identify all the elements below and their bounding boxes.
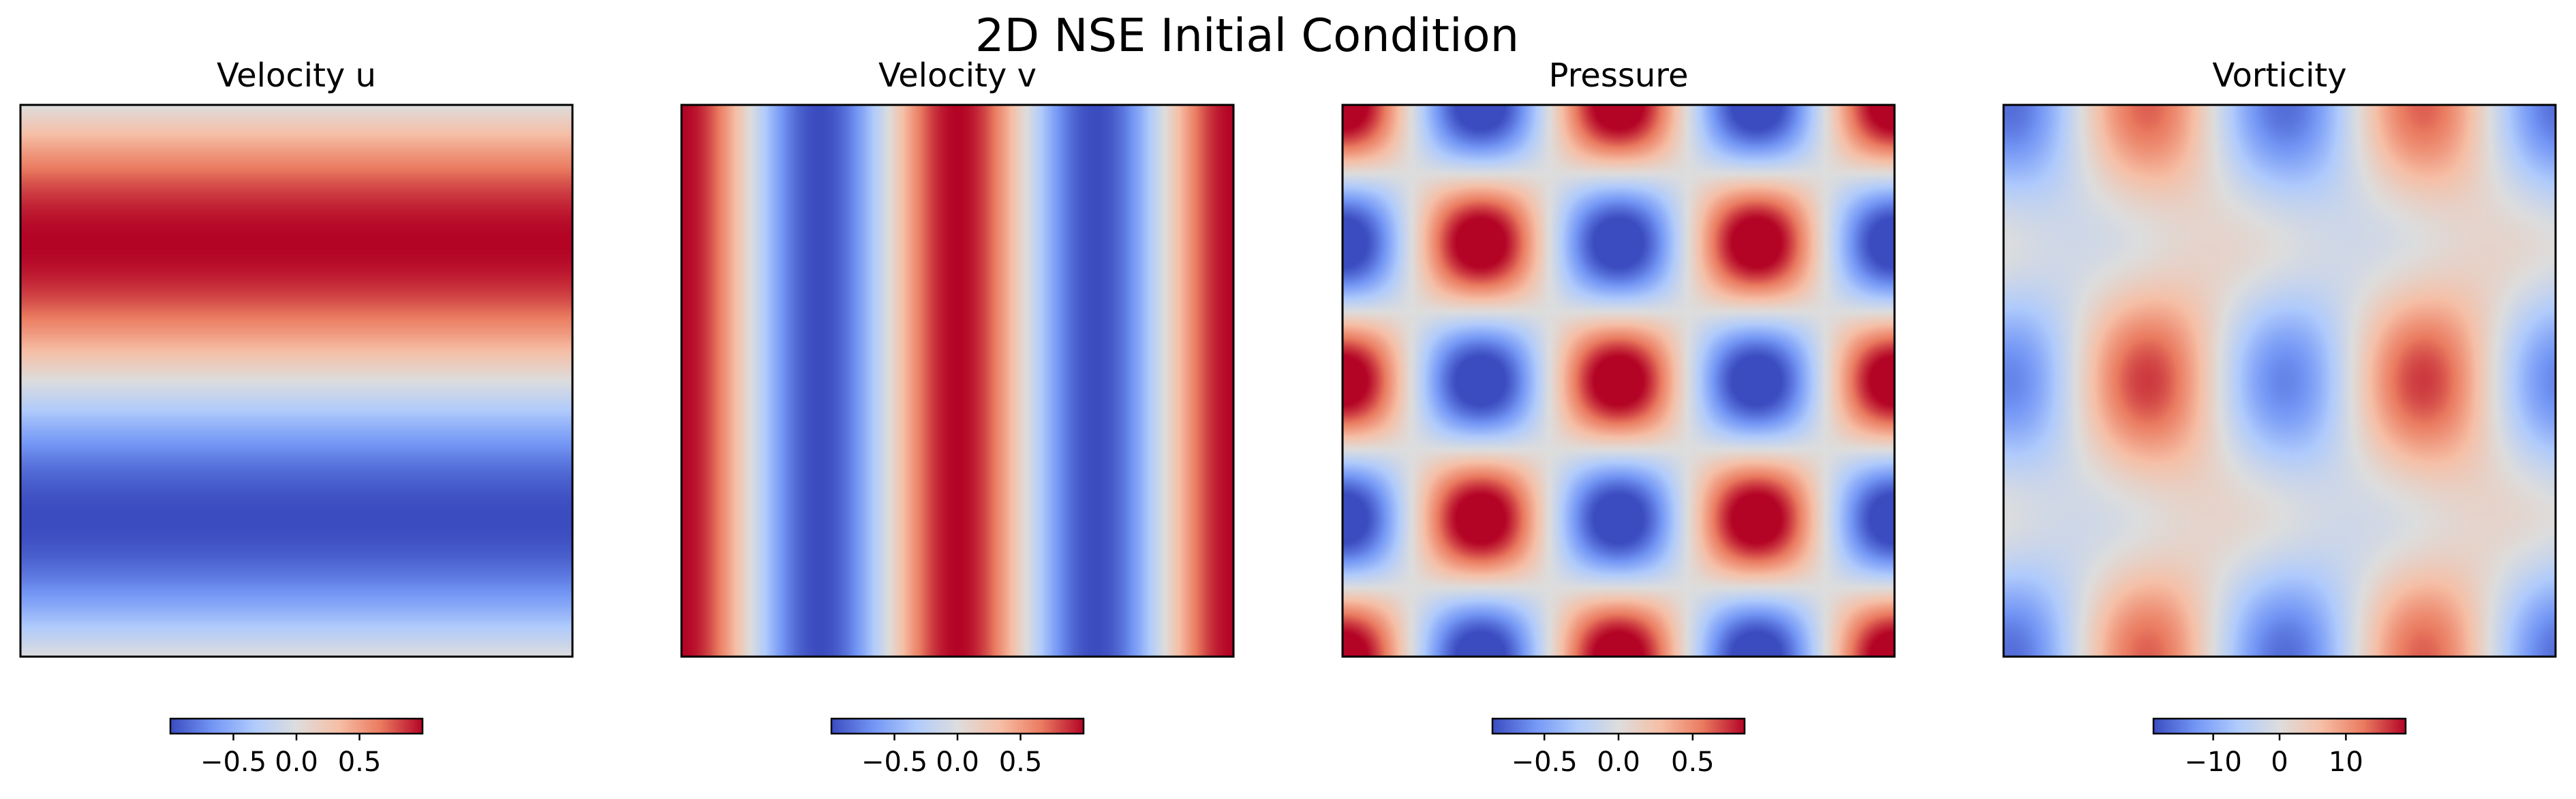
panel-title: Velocity v bbox=[878, 57, 1037, 95]
colorbar: −10 0 10 bbox=[2152, 717, 2407, 778]
heatmap-image bbox=[1343, 105, 1895, 657]
colorbar-tick-label: −0.5 bbox=[861, 747, 927, 778]
plot-frame bbox=[19, 104, 574, 658]
colorbar-tick-label: 0 bbox=[2271, 747, 2288, 778]
colorbar-gradient bbox=[830, 717, 1085, 735]
colorbar-tick-label: 10 bbox=[2329, 747, 2363, 778]
colorbar-tick-label: 0.5 bbox=[338, 747, 382, 778]
colorbar-tick-label: 0.0 bbox=[1597, 747, 1640, 778]
plot-frame bbox=[2002, 104, 2557, 658]
panel-title: Pressure bbox=[1549, 57, 1689, 95]
colorbar-tick-label: 0.0 bbox=[275, 747, 318, 778]
colorbar-gradient bbox=[169, 717, 424, 735]
colorbar-tick-label: 0.5 bbox=[999, 747, 1043, 778]
colorbar-tick-label: −0.5 bbox=[200, 747, 266, 778]
panel-title: Vorticity bbox=[2212, 57, 2346, 95]
panel-pressure: Pressure −0.5 0.0 0.5 bbox=[1341, 57, 1896, 778]
plot-frame bbox=[680, 104, 1235, 658]
panel-velocity-u: Velocity u −0.5 0.0 0.5 bbox=[19, 57, 574, 778]
plot-frame bbox=[1341, 104, 1896, 658]
colorbar-tick-label: 0.5 bbox=[1671, 747, 1715, 778]
panel-velocity-v: Velocity v −0.5 0.0 0.5 bbox=[680, 57, 1235, 778]
colorbar: −0.5 0.0 0.5 bbox=[1491, 717, 1746, 778]
colorbar-gradient bbox=[2152, 717, 2407, 735]
panel-title: Velocity u bbox=[217, 57, 376, 95]
panel-vorticity: Vorticity −10 0 10 bbox=[2002, 57, 2557, 778]
figure-title: 2D NSE Initial Condition bbox=[975, 9, 1519, 62]
heatmap-image bbox=[20, 105, 572, 657]
colorbar-tick-label: 0.0 bbox=[936, 747, 979, 778]
heatmap-image bbox=[2004, 105, 2556, 657]
colorbar-tick-label: −0.5 bbox=[1512, 747, 1578, 778]
heatmap-image bbox=[681, 105, 1233, 657]
colorbar-gradient bbox=[1491, 717, 1746, 735]
colorbar: −0.5 0.0 0.5 bbox=[169, 717, 424, 778]
colorbar: −0.5 0.0 0.5 bbox=[830, 717, 1085, 778]
colorbar-tick-label: −10 bbox=[2184, 747, 2241, 778]
